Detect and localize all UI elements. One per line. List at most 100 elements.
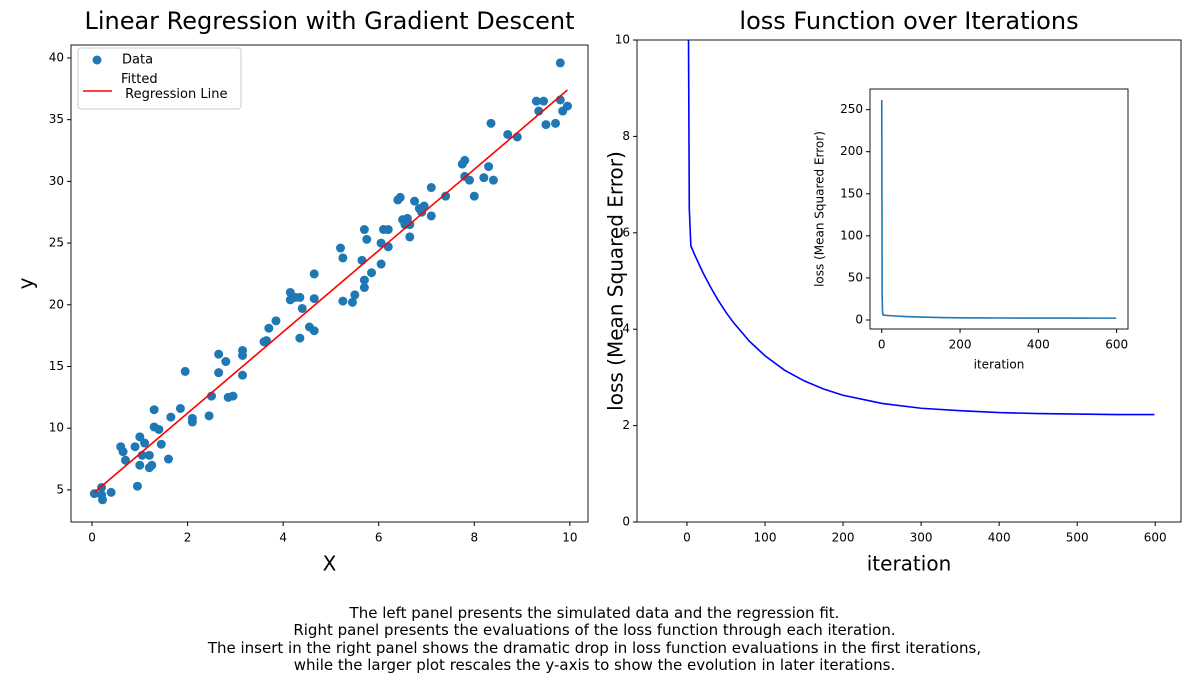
- chart-title: Linear Regression with Gradient Descent: [84, 7, 574, 35]
- x-tick-label: 2: [184, 531, 192, 545]
- point: [166, 412, 176, 422]
- x-tick-label: 8: [470, 531, 478, 545]
- y-tick-label: 2: [622, 418, 630, 432]
- point: [539, 96, 549, 106]
- point: [297, 303, 307, 313]
- line: [880, 99, 1117, 319]
- point: [359, 225, 369, 235]
- point: [106, 487, 116, 497]
- y-tick-label: 8: [622, 129, 630, 143]
- x-tick-label: 500: [1066, 531, 1089, 545]
- point: [359, 275, 369, 285]
- point: [147, 460, 157, 470]
- legend-label: Data: [122, 53, 153, 68]
- point: [338, 296, 348, 306]
- y-tick-label: 15: [49, 359, 64, 373]
- point: [132, 481, 142, 491]
- point: [309, 326, 319, 336]
- y-tick-label: 100: [840, 228, 863, 242]
- line: [687, 40, 1155, 416]
- point: [130, 442, 140, 452]
- x-tick-label: 200: [949, 338, 972, 352]
- point: [426, 211, 436, 221]
- point: [410, 196, 420, 206]
- x-tick-label: 400: [988, 531, 1011, 545]
- point: [118, 447, 128, 457]
- x-axis-label: iteration: [867, 552, 952, 576]
- point: [214, 349, 224, 359]
- point: [338, 253, 348, 263]
- point: [335, 243, 345, 253]
- x-tick-label: 400: [1027, 338, 1050, 352]
- point: [441, 191, 451, 201]
- point: [135, 432, 145, 442]
- y-tick-label: 6: [622, 225, 630, 239]
- point: [486, 118, 496, 128]
- plot-content: [687, 40, 1155, 416]
- legend-swatch: [92, 55, 102, 65]
- caption-line: while the larger plot rescales the y-axi…: [293, 655, 896, 674]
- y-tick-label: 25: [49, 236, 64, 250]
- y-tick-label: 10: [615, 33, 630, 47]
- x-tick-label: 6: [375, 531, 383, 545]
- point: [350, 290, 360, 300]
- point: [238, 350, 248, 360]
- point: [135, 460, 145, 470]
- y-tick-label: 250: [840, 102, 863, 116]
- legend-box: [77, 47, 242, 110]
- y-tick-label: 150: [840, 186, 863, 200]
- line: [93, 89, 568, 493]
- x-tick-label: 4: [279, 531, 287, 545]
- x-tick-label: 300: [910, 531, 933, 545]
- y-axis-label: loss (Mean Squared Error): [813, 131, 827, 287]
- y-tick-label: 35: [49, 112, 64, 126]
- axes-frame: [636, 39, 1182, 523]
- point: [163, 454, 173, 464]
- point: [376, 259, 386, 269]
- point: [309, 269, 319, 279]
- point: [503, 129, 513, 139]
- point: [98, 495, 108, 505]
- point: [562, 101, 572, 111]
- x-tick-label: 0: [878, 338, 886, 352]
- plot-content: [89, 58, 572, 505]
- x-tick-label: 100: [754, 531, 777, 545]
- point: [228, 391, 238, 401]
- point: [357, 255, 367, 265]
- point: [204, 411, 214, 421]
- x-axis-label: X: [323, 552, 337, 576]
- legend-label: Fitted Regression Line: [121, 72, 228, 102]
- y-tick-label: 0: [855, 312, 863, 326]
- point: [395, 192, 405, 202]
- x-tick-label: 600: [1105, 338, 1128, 352]
- point: [187, 413, 197, 423]
- point: [359, 283, 369, 293]
- point: [149, 405, 159, 415]
- point: [551, 118, 561, 128]
- point: [488, 175, 498, 185]
- point: [347, 297, 357, 307]
- point: [405, 232, 415, 242]
- axes-frame: [869, 88, 1129, 330]
- x-tick-label: 0: [683, 531, 691, 545]
- x-tick-label: 600: [1144, 531, 1167, 545]
- point: [238, 370, 248, 380]
- point: [214, 368, 224, 378]
- point: [484, 162, 494, 172]
- point: [555, 58, 565, 68]
- point: [261, 336, 271, 346]
- y-tick-label: 10: [49, 421, 64, 435]
- point: [154, 424, 164, 434]
- point: [140, 438, 150, 448]
- point: [264, 323, 274, 333]
- plot-area: [870, 89, 1128, 329]
- caption-line: The left panel presents the simulated da…: [349, 604, 840, 622]
- caption-line: The insert in the right panel shows the …: [207, 638, 982, 657]
- chart-title: loss Function over Iterations: [739, 7, 1078, 35]
- y-axis-label: y: [14, 277, 38, 289]
- point: [419, 201, 429, 211]
- x-tick-label: 200: [832, 531, 855, 545]
- y-tick-label: 5: [56, 482, 64, 496]
- y-tick-label: 4: [622, 322, 630, 336]
